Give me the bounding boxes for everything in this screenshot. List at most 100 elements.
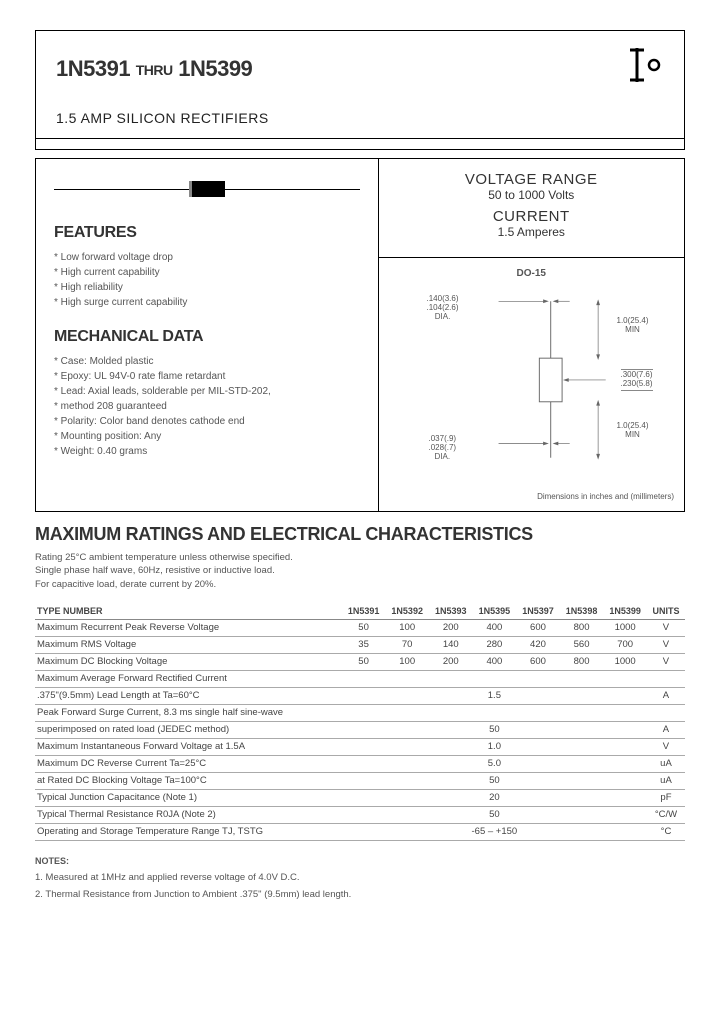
note-item: 1. Measured at 1MHz and applied reverse … bbox=[35, 869, 685, 886]
mech-item: method 208 guaranteed bbox=[54, 399, 360, 414]
features-panel: FEATURES Low forward voltage drop High c… bbox=[36, 159, 379, 511]
row-value: 400 bbox=[473, 619, 517, 636]
features-list: Low forward voltage drop High current ca… bbox=[54, 250, 360, 310]
type-number-label: TYPE NUMBER bbox=[35, 603, 342, 620]
row-value: 1000 bbox=[603, 653, 647, 670]
table-row: Maximum Recurrent Peak Reverse Voltage50… bbox=[35, 619, 685, 636]
row-value: 140 bbox=[429, 636, 473, 653]
row-value bbox=[516, 670, 560, 687]
row-value: V bbox=[647, 653, 685, 670]
table-row: Operating and Storage Temperature Range … bbox=[35, 823, 685, 840]
row-label: Maximum DC Reverse Current Ta=25°C bbox=[35, 755, 342, 772]
package-panel: DO-15 bbox=[379, 258, 685, 511]
row-value-span: -65 – +150 bbox=[342, 823, 647, 840]
row-unit: uA bbox=[647, 772, 685, 789]
current-value: 1.5 Amperes bbox=[391, 225, 673, 239]
row-value-span: 1.0 bbox=[342, 738, 647, 755]
row-unit: A bbox=[647, 721, 685, 738]
part-to: 1N5399 bbox=[178, 56, 252, 81]
row-label: Maximum Average Forward Rectified Curren… bbox=[35, 670, 342, 687]
row-value: V bbox=[647, 619, 685, 636]
title-text: 1N5391 THRU 1N5399 bbox=[56, 56, 252, 82]
row-value bbox=[603, 670, 647, 687]
features-title: FEATURES bbox=[54, 224, 360, 242]
mid-grid: FEATURES Low forward voltage drop High c… bbox=[35, 158, 685, 512]
mechanical-title: MECHANICAL DATA bbox=[54, 328, 360, 346]
row-value: 280 bbox=[473, 636, 517, 653]
row-value: 400 bbox=[473, 653, 517, 670]
row-value bbox=[429, 670, 473, 687]
row-value: V bbox=[647, 636, 685, 653]
row-unit: V bbox=[647, 738, 685, 755]
dim-dia2: .037(.9) .028(.7) DIA. bbox=[429, 435, 457, 461]
table-row: .375"(9.5mm) Lead Length at Ta=60°C1.5A bbox=[35, 687, 685, 704]
row-value-span: 5.0 bbox=[342, 755, 647, 772]
voltage-title: VOLTAGE RANGE bbox=[391, 171, 673, 188]
feature-item: High current capability bbox=[54, 265, 360, 280]
row-value bbox=[342, 670, 386, 687]
col-header: 1N5399 bbox=[603, 603, 647, 620]
row-value: 800 bbox=[560, 653, 604, 670]
row-value-span: 1.5 bbox=[342, 687, 647, 704]
row-unit: °C bbox=[647, 823, 685, 840]
logo-icon bbox=[624, 46, 664, 92]
package-diagram: .140(3.6) .104(2.6) DIA. 1.0(25.4) MIN .… bbox=[399, 287, 665, 487]
table-row: superimposed on rated load (JEDEC method… bbox=[35, 721, 685, 738]
row-label: at Rated DC Blocking Voltage Ta=100°C bbox=[35, 772, 342, 789]
dim-len2: 1.0(25.4) MIN bbox=[617, 422, 649, 440]
mech-item: Case: Molded plastic bbox=[54, 354, 360, 369]
table-row: Maximum RMS Voltage3570140280420560700V bbox=[35, 636, 685, 653]
row-value: 600 bbox=[516, 653, 560, 670]
row-label: Maximum Recurrent Peak Reverse Voltage bbox=[35, 619, 342, 636]
row-label: .375"(9.5mm) Lead Length at Ta=60°C bbox=[35, 687, 342, 704]
col-header: 1N5397 bbox=[516, 603, 560, 620]
col-header: 1N5393 bbox=[429, 603, 473, 620]
row-value: 70 bbox=[385, 636, 429, 653]
row-unit: A bbox=[647, 687, 685, 704]
table-row: Typical Junction Capacitance (Note 1)20p… bbox=[35, 789, 685, 806]
row-unit: °C/W bbox=[647, 806, 685, 823]
row-value bbox=[429, 704, 473, 721]
row-value bbox=[385, 704, 429, 721]
feature-item: High surge current capability bbox=[54, 295, 360, 310]
row-value bbox=[647, 704, 685, 721]
notes-title: NOTES: bbox=[35, 853, 685, 869]
table-row: at Rated DC Blocking Voltage Ta=100°C50u… bbox=[35, 772, 685, 789]
table-row: Maximum Instantaneous Forward Voltage at… bbox=[35, 738, 685, 755]
row-value bbox=[473, 704, 517, 721]
col-header: UNITS bbox=[647, 603, 685, 620]
table-row: Maximum Average Forward Rectified Curren… bbox=[35, 670, 685, 687]
col-header: 1N5392 bbox=[385, 603, 429, 620]
row-value: 35 bbox=[342, 636, 386, 653]
table-row: Maximum DC Blocking Voltage5010020040060… bbox=[35, 653, 685, 670]
voltage-value: 50 to 1000 Volts bbox=[391, 188, 673, 202]
ratings-body: Maximum Recurrent Peak Reverse Voltage50… bbox=[35, 619, 685, 840]
mech-item: Lead: Axial leads, solderable per MIL-ST… bbox=[54, 384, 360, 399]
part-from: 1N5391 bbox=[56, 56, 130, 81]
mech-item: Weight: 0.40 grams bbox=[54, 444, 360, 459]
table-row: Typical Thermal Resistance R0JA (Note 2)… bbox=[35, 806, 685, 823]
ratings-note: Rating 25°C ambient temperature unless o… bbox=[35, 551, 685, 591]
notes-section: NOTES: 1. Measured at 1MHz and applied r… bbox=[35, 853, 685, 903]
ratings-title: MAXIMUM RATINGS AND ELECTRICAL CHARACTER… bbox=[35, 524, 685, 545]
col-header: 1N5391 bbox=[342, 603, 386, 620]
row-value bbox=[473, 670, 517, 687]
col-header: 1N5395 bbox=[473, 603, 517, 620]
row-value: 50 bbox=[342, 653, 386, 670]
mechanical-list: Case: Molded plastic Epoxy: UL 94V-0 rat… bbox=[54, 354, 360, 459]
feature-item: Low forward voltage drop bbox=[54, 250, 360, 265]
mech-item: Epoxy: UL 94V-0 rate flame retardant bbox=[54, 369, 360, 384]
row-value bbox=[516, 704, 560, 721]
mech-item: Mounting position: Any bbox=[54, 429, 360, 444]
row-label: Peak Forward Surge Current, 8.3 ms singl… bbox=[35, 704, 342, 721]
row-value: 560 bbox=[560, 636, 604, 653]
subtitle: 1.5 AMP SILICON RECTIFIERS bbox=[56, 110, 664, 126]
header-divider bbox=[36, 138, 684, 139]
voltage-range-panel: VOLTAGE RANGE 50 to 1000 Volts CURRENT 1… bbox=[379, 159, 685, 258]
row-value: 200 bbox=[429, 653, 473, 670]
table-header-row: TYPE NUMBER 1N5391 1N5392 1N5393 1N5395 … bbox=[35, 603, 685, 620]
row-label: superimposed on rated load (JEDEC method… bbox=[35, 721, 342, 738]
row-value bbox=[603, 704, 647, 721]
col-header: 1N5398 bbox=[560, 603, 604, 620]
header-box: 1N5391 THRU 1N5399 1.5 AMP SILICON RECTI… bbox=[35, 30, 685, 150]
